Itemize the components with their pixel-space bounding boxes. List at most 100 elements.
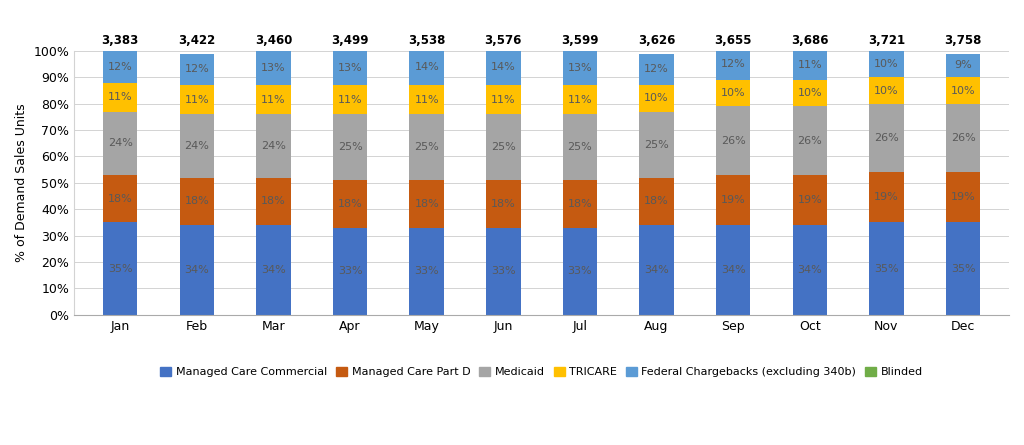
Bar <box>946 104 980 172</box>
Bar <box>946 53 980 77</box>
Text: 11%: 11% <box>261 95 286 105</box>
Bar <box>563 180 597 228</box>
Text: 13%: 13% <box>261 63 286 73</box>
Bar <box>793 175 827 225</box>
Text: 3,383: 3,383 <box>101 34 139 47</box>
Text: 33%: 33% <box>567 266 592 276</box>
Text: 24%: 24% <box>261 141 286 151</box>
Bar <box>486 228 520 315</box>
Bar <box>103 51 137 83</box>
Text: 11%: 11% <box>798 61 822 70</box>
Text: 18%: 18% <box>644 196 669 206</box>
Text: 33%: 33% <box>338 266 362 276</box>
Text: 14%: 14% <box>490 62 516 72</box>
Bar <box>103 222 137 315</box>
Bar <box>639 178 674 225</box>
Text: 26%: 26% <box>721 136 745 146</box>
Bar <box>869 172 903 222</box>
Text: 24%: 24% <box>108 138 133 148</box>
Text: 10%: 10% <box>874 85 899 96</box>
Text: 10%: 10% <box>950 85 975 96</box>
Bar <box>256 51 291 85</box>
Bar <box>486 180 520 228</box>
Text: 19%: 19% <box>950 192 976 202</box>
Bar <box>410 49 444 85</box>
Text: 10%: 10% <box>721 88 745 98</box>
Text: 10%: 10% <box>798 88 822 98</box>
Text: 25%: 25% <box>567 142 592 152</box>
Bar <box>563 114 597 180</box>
Text: 10%: 10% <box>874 59 899 69</box>
Text: 19%: 19% <box>721 195 745 205</box>
Text: 3,686: 3,686 <box>792 34 828 47</box>
Bar <box>716 106 751 175</box>
Text: 19%: 19% <box>874 192 899 202</box>
Bar <box>869 222 903 315</box>
Bar <box>333 51 368 85</box>
Bar <box>716 225 751 315</box>
Text: 12%: 12% <box>184 65 209 74</box>
Text: 18%: 18% <box>338 199 362 209</box>
Text: 3,576: 3,576 <box>484 34 522 47</box>
Bar <box>639 53 674 85</box>
Bar <box>179 178 214 225</box>
Text: 3,460: 3,460 <box>255 34 292 47</box>
Text: 34%: 34% <box>644 265 669 275</box>
Text: 33%: 33% <box>492 266 516 276</box>
Text: 10%: 10% <box>644 93 669 103</box>
Text: 3,422: 3,422 <box>178 34 215 47</box>
Text: 11%: 11% <box>338 95 362 105</box>
Bar <box>256 114 291 178</box>
Bar <box>716 49 751 80</box>
Text: 11%: 11% <box>415 95 439 105</box>
Bar <box>410 228 444 315</box>
Text: 33%: 33% <box>415 266 439 276</box>
Y-axis label: % of Demand Sales Units: % of Demand Sales Units <box>15 104 28 262</box>
Text: 13%: 13% <box>567 63 592 73</box>
Bar <box>793 106 827 175</box>
Bar <box>486 114 520 180</box>
Text: 25%: 25% <box>490 142 516 152</box>
Text: 11%: 11% <box>567 95 592 105</box>
Bar <box>793 51 827 80</box>
Text: 18%: 18% <box>261 196 286 206</box>
Bar <box>103 83 137 112</box>
Bar <box>793 80 827 106</box>
Text: 3,538: 3,538 <box>408 34 445 47</box>
Bar <box>103 112 137 175</box>
Text: 26%: 26% <box>950 133 976 143</box>
Bar <box>103 175 137 222</box>
Text: 12%: 12% <box>644 65 669 74</box>
Text: 14%: 14% <box>415 62 439 72</box>
Text: 18%: 18% <box>415 199 439 209</box>
Text: 11%: 11% <box>108 92 132 102</box>
Bar <box>179 53 214 85</box>
Bar <box>946 172 980 222</box>
Text: 11%: 11% <box>492 95 516 105</box>
Bar <box>639 225 674 315</box>
Text: 3,655: 3,655 <box>715 34 752 47</box>
Bar <box>563 51 597 85</box>
Text: 12%: 12% <box>108 62 133 72</box>
Text: 35%: 35% <box>108 263 132 274</box>
Text: 35%: 35% <box>874 263 899 274</box>
Text: 24%: 24% <box>184 141 209 151</box>
Bar <box>410 114 444 180</box>
Bar <box>256 225 291 315</box>
Text: 18%: 18% <box>184 196 209 206</box>
Bar <box>563 85 597 114</box>
Text: 3,626: 3,626 <box>638 34 675 47</box>
Bar <box>869 51 903 77</box>
Text: 26%: 26% <box>798 136 822 146</box>
Bar <box>946 222 980 315</box>
Text: 35%: 35% <box>950 263 975 274</box>
Bar <box>256 85 291 114</box>
Text: 13%: 13% <box>338 63 362 73</box>
Bar <box>639 85 674 112</box>
Bar <box>333 180 368 228</box>
Text: 3,758: 3,758 <box>944 34 982 47</box>
Legend: Managed Care Commercial, Managed Care Part D, Medicaid, TRICARE, Federal Chargeb: Managed Care Commercial, Managed Care Pa… <box>156 362 928 382</box>
Text: 18%: 18% <box>108 194 133 204</box>
Text: 19%: 19% <box>798 195 822 205</box>
Text: 3,499: 3,499 <box>332 34 369 47</box>
